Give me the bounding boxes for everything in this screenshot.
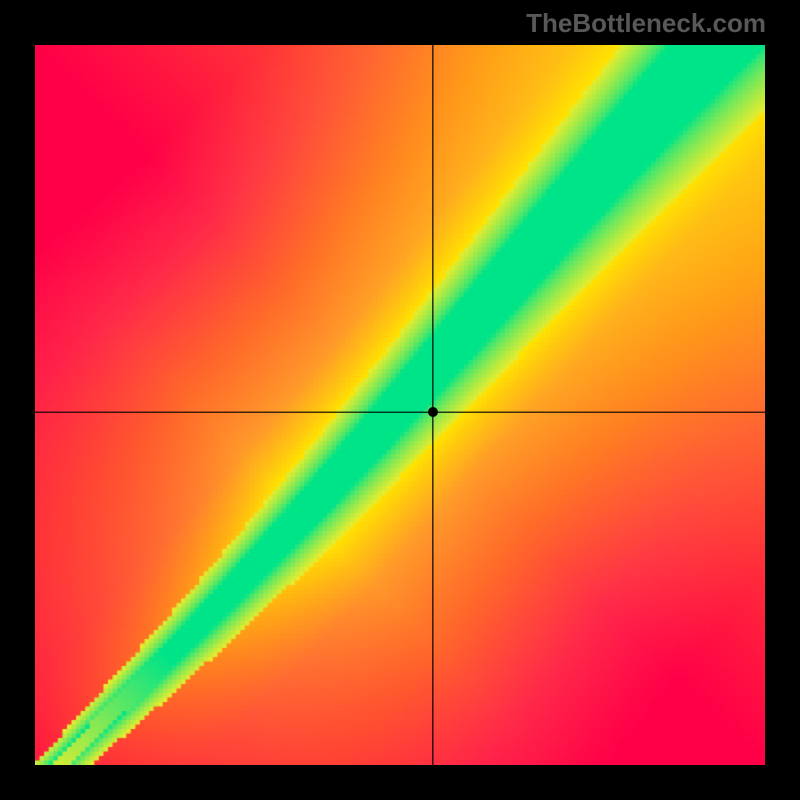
bottleneck-heatmap: [35, 45, 765, 765]
watermark-text: TheBottleneck.com: [526, 8, 766, 39]
chart-container: TheBottleneck.com: [0, 0, 800, 800]
